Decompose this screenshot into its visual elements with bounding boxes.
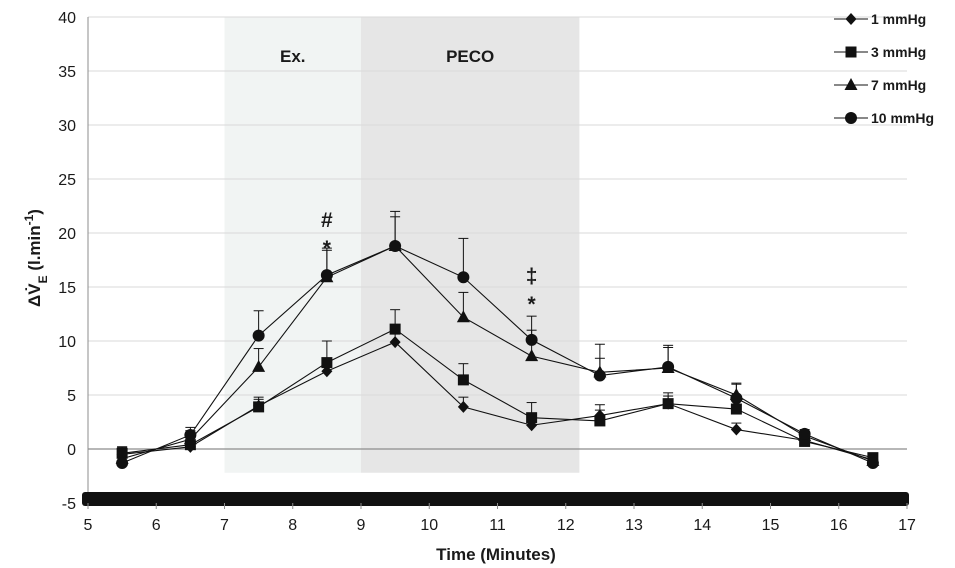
y-tick-label-2: 5 bbox=[67, 388, 76, 405]
y-axis-title-close: ) bbox=[25, 209, 44, 215]
x-axis-title: Time (Minutes) bbox=[436, 545, 556, 564]
point-1-6 bbox=[526, 412, 538, 424]
legend-marker-1 bbox=[845, 46, 857, 58]
annotation-2: ‡ bbox=[526, 265, 538, 288]
region-label-0: Ex. bbox=[280, 47, 306, 66]
x-tick-label-4: 9 bbox=[357, 517, 366, 534]
point-1-7 bbox=[594, 415, 606, 427]
y-tick-label-5: 20 bbox=[58, 226, 76, 243]
y-tick-label-4: 15 bbox=[58, 280, 76, 297]
y-axis-ticks: -5 0 5 10 15 20 25 30 35 40 bbox=[58, 10, 76, 513]
point-1-9 bbox=[730, 403, 742, 415]
point-3-9 bbox=[730, 392, 743, 405]
annotation-3: * bbox=[528, 293, 537, 316]
y-tick-label-7: 30 bbox=[58, 118, 76, 135]
legend-marker-3 bbox=[845, 112, 857, 124]
bottom-bar bbox=[82, 492, 909, 506]
point-3-5 bbox=[457, 271, 470, 284]
x-tick-label-8: 13 bbox=[625, 517, 643, 534]
point-1-8 bbox=[662, 398, 674, 410]
x-tick-label-0: 5 bbox=[84, 517, 93, 534]
series-line-1 bbox=[122, 328, 874, 459]
x-axis-ticks: 5 6 7 8 9 10 11 12 13 14 15 16 17 bbox=[84, 503, 916, 534]
x-tick-label-6: 11 bbox=[489, 517, 506, 534]
x-tick-label-1: 6 bbox=[152, 517, 161, 534]
point-2-6 bbox=[525, 349, 539, 362]
legend-item-3: 10 mmHg bbox=[834, 110, 934, 126]
legend-item-2: 7 mmHg bbox=[834, 77, 926, 93]
point-1-10 bbox=[799, 435, 811, 447]
point-0-9 bbox=[730, 423, 742, 436]
legend-item-1: 3 mmHg bbox=[834, 44, 926, 60]
y-tick-label-0: -5 bbox=[62, 496, 76, 513]
legend-marker-2 bbox=[844, 78, 858, 90]
x-tick-label-5: 10 bbox=[420, 517, 438, 534]
legend-label-0: 1 mmHg bbox=[871, 11, 926, 27]
x-tick-label-3: 8 bbox=[288, 517, 297, 534]
point-3-10 bbox=[798, 427, 811, 440]
y-tick-label-1: 0 bbox=[67, 442, 76, 459]
point-3-0 bbox=[116, 457, 129, 470]
annotation-1: * bbox=[323, 237, 332, 260]
y-axis-title-superscript: -1 bbox=[22, 214, 36, 225]
series-layer bbox=[115, 210, 880, 470]
x-tick-label-7: 12 bbox=[557, 517, 575, 534]
series-line-2 bbox=[121, 245, 874, 462]
x-tick-label-2: 7 bbox=[220, 517, 229, 534]
y-tick-label-6: 25 bbox=[58, 172, 76, 189]
point-1-1 bbox=[184, 439, 196, 451]
annotations: # * ‡ * bbox=[321, 209, 537, 316]
y-tick-label-3: 10 bbox=[58, 334, 76, 351]
x-tick-label-9: 14 bbox=[693, 517, 711, 534]
legend: 1 mmHg 3 mmHg 7 mmHg 10 mmHg bbox=[834, 11, 934, 126]
legend-label-1: 3 mmHg bbox=[871, 44, 926, 60]
bottom-bar-layer bbox=[82, 492, 909, 506]
y-axis-title-units: (l.min bbox=[25, 225, 44, 275]
point-1-4 bbox=[389, 323, 401, 335]
point-1-5 bbox=[457, 374, 469, 386]
y-axis-title-subscript: E bbox=[36, 275, 50, 283]
x-tick-label-12: 17 bbox=[898, 517, 916, 534]
point-3-8 bbox=[662, 360, 675, 373]
y-tick-label-9: 40 bbox=[58, 10, 76, 27]
series-3 bbox=[116, 210, 879, 470]
point-3-11 bbox=[866, 457, 879, 470]
point-2-2 bbox=[252, 359, 266, 372]
point-2-5 bbox=[456, 310, 470, 323]
region-label-1: PECO bbox=[446, 47, 494, 66]
point-3-7 bbox=[593, 369, 606, 382]
point-1-3 bbox=[321, 357, 333, 369]
point-3-2 bbox=[252, 329, 265, 342]
annotation-0: # bbox=[321, 209, 333, 232]
point-0-3 bbox=[321, 365, 333, 378]
point-0-5 bbox=[457, 400, 469, 413]
point-3-3 bbox=[320, 269, 333, 282]
x-tick-label-10: 15 bbox=[762, 517, 780, 534]
point-0-4 bbox=[389, 336, 401, 349]
y-tick-label-8: 35 bbox=[58, 64, 76, 81]
legend-item-0: 1 mmHg bbox=[834, 11, 926, 27]
legend-marker-0 bbox=[845, 13, 857, 25]
series-1 bbox=[116, 309, 879, 464]
zero-line-layer bbox=[87, 17, 907, 503]
x-tick-label-11: 16 bbox=[830, 517, 848, 534]
region-0 bbox=[224, 17, 361, 473]
shaded-regions: Ex. PECO bbox=[224, 17, 580, 473]
y-axis-title: ΔV̇E (l.min-1) bbox=[22, 209, 50, 307]
point-1-2 bbox=[253, 401, 265, 413]
legend-label-3: 10 mmHg bbox=[871, 110, 934, 126]
series-line-3 bbox=[121, 245, 874, 464]
point-3-6 bbox=[525, 333, 538, 346]
point-3-1 bbox=[184, 428, 197, 441]
point-3-4 bbox=[389, 239, 402, 252]
y-axis-title-main: ΔV̇ bbox=[25, 283, 44, 307]
legend-label-2: 7 mmHg bbox=[871, 77, 926, 93]
